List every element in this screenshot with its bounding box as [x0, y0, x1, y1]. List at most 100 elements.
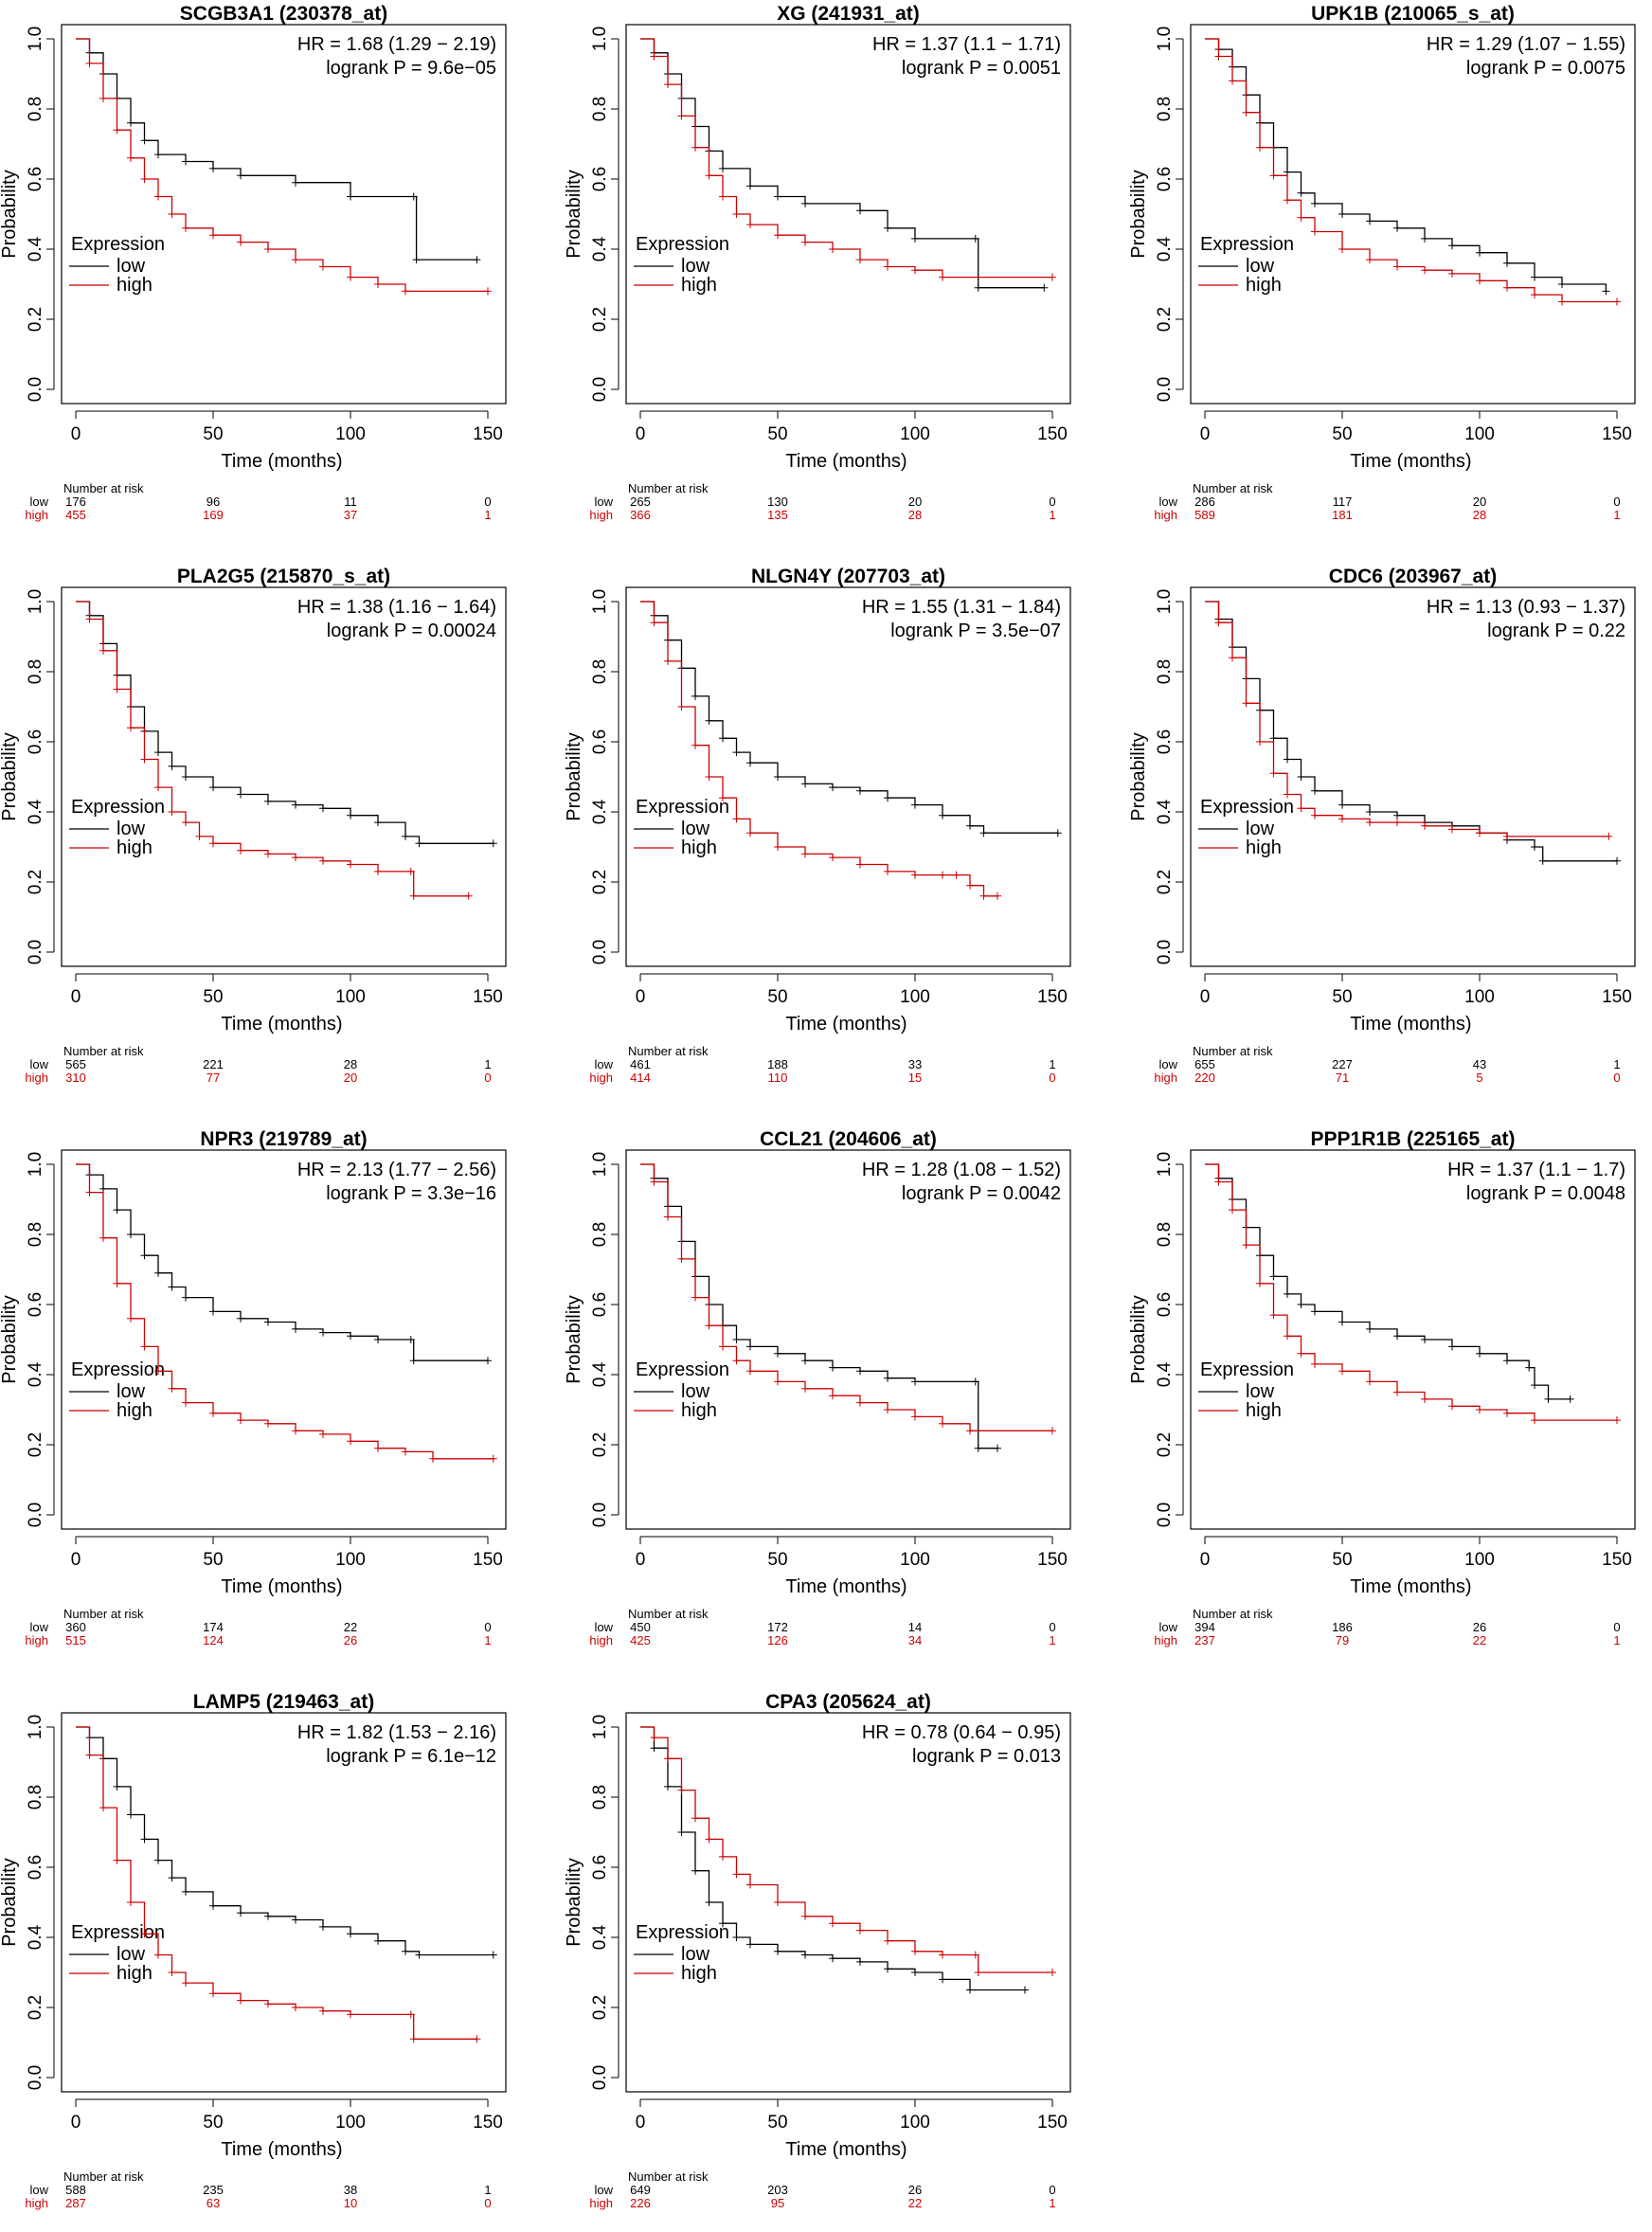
legend-entry: low	[681, 819, 710, 839]
risk-count: 26	[1473, 1620, 1486, 1634]
plot-title: CCL21 (204606_at)	[760, 1128, 937, 1150]
censor-mark	[650, 52, 658, 61]
censor-mark	[746, 182, 754, 190]
series-curve-high	[76, 1163, 494, 1460]
censor-mark	[732, 1336, 741, 1343]
censor-mark	[140, 1251, 149, 1260]
censor-mark	[856, 1398, 864, 1407]
y-tick-label: 1.0	[590, 1152, 610, 1177]
censor-mark	[746, 221, 754, 229]
series-curve-low	[76, 1163, 488, 1361]
plot-frame	[61, 1712, 507, 2093]
risk-table-title: Number at risk	[63, 2169, 144, 2184]
plot-title: SCGB3A1 (230378_at)	[180, 3, 387, 25]
legend-entry: low	[117, 256, 146, 277]
censor-mark	[1256, 1279, 1264, 1287]
km-plot: SCGB3A1 (230378_at) 0 50 100 150 0.0 0.2 0.4 0.6…	[0, 3, 507, 522]
risk-count: 0	[1049, 495, 1055, 509]
censor-mark	[1297, 1301, 1305, 1308]
risk-row-label: low	[29, 2183, 48, 2197]
censor-mark	[979, 829, 988, 837]
censor-mark	[732, 748, 741, 757]
legend-entry: low	[117, 819, 146, 839]
censor-mark	[140, 1342, 149, 1351]
risk-count: 360	[65, 1620, 86, 1634]
risk-count: 588	[65, 2183, 86, 2197]
hazard-ratio-text: HR = 1.82 (1.53 − 2.16)	[297, 1722, 496, 1743]
risk-count: 227	[1332, 1057, 1353, 1071]
censor-mark	[664, 81, 672, 89]
y-tick-label: 0.0	[1155, 377, 1175, 402]
censor-mark	[774, 1899, 781, 1906]
censor-mark	[856, 1957, 864, 1966]
censor-mark	[650, 1178, 658, 1186]
legend-entry: low	[1246, 819, 1275, 839]
censor-mark	[209, 1901, 217, 1910]
x-tick-label: 0	[71, 1550, 81, 1570]
risk-count: 14	[908, 1620, 922, 1634]
censor-mark	[127, 1810, 135, 1819]
y-tick-label: 1.0	[26, 1152, 45, 1177]
risk-count: 414	[630, 1071, 651, 1085]
hazard-ratio-text: HR = 1.28 (1.08 − 1.52)	[862, 1160, 1061, 1180]
x-tick-label: 0	[1200, 424, 1211, 444]
legend-title: Expression	[636, 1359, 729, 1380]
y-tick-label: 0.4	[26, 1361, 45, 1387]
y-tick-label: 0.8	[1155, 659, 1175, 684]
censor-mark	[1476, 248, 1483, 257]
censor-mark	[1338, 245, 1346, 253]
hazard-ratio-text: HR = 0.78 (0.64 − 0.95)	[862, 1722, 1061, 1743]
censor-mark	[1421, 1395, 1428, 1403]
y-tick-label: 0.0	[26, 1503, 45, 1527]
risk-count: 63	[206, 2196, 220, 2210]
y-tick-label: 0.6	[26, 729, 45, 754]
y-tick-label: 0.2	[1155, 870, 1175, 894]
risk-count: 226	[630, 2196, 651, 2210]
censor-mark	[127, 1231, 135, 1238]
risk-count: 0	[1613, 495, 1620, 509]
x-tick-label: 150	[1602, 424, 1632, 444]
risk-count: 1	[1049, 1057, 1055, 1071]
x-axis-label: Time (months)	[1350, 451, 1471, 472]
risk-count: 96	[206, 495, 220, 509]
risk-count: 0	[484, 2196, 491, 2210]
censor-mark	[774, 1377, 781, 1386]
series-curve-high	[1205, 38, 1617, 303]
y-axis-label: Probability	[1128, 732, 1149, 820]
censor-mark	[140, 1835, 149, 1844]
censor-mark	[939, 1951, 946, 1959]
censor-mark	[209, 1989, 217, 1998]
censor-mark	[264, 1912, 272, 1920]
censor-mark	[113, 685, 121, 693]
logrank-p-text: logrank P = 0.0048	[1466, 1183, 1625, 1204]
risk-count: 515	[65, 1633, 86, 1647]
km-plot: CPA3 (205624_at) 0 50 100 150 0.0 0.2 0.4 0.6 0.8…	[564, 1691, 1071, 2210]
x-tick-label: 0	[1200, 987, 1211, 1007]
plot-title: CDC6 (203967_at)	[1329, 566, 1497, 587]
legend-entry: low	[117, 1381, 146, 1402]
censor-mark	[347, 1930, 354, 1938]
censor-mark	[1602, 287, 1610, 296]
censor-mark	[264, 1419, 272, 1428]
x-axis-label: Time (months)	[785, 451, 907, 472]
censor-mark	[347, 192, 354, 201]
censor-mark	[1297, 213, 1305, 222]
y-tick-label: 0.0	[590, 940, 610, 964]
x-tick-label: 150	[473, 2113, 503, 2133]
censor-mark	[347, 860, 354, 869]
censor-mark	[1338, 1367, 1346, 1376]
legend-entry: high	[681, 837, 717, 858]
risk-row-label: low	[1158, 1057, 1177, 1071]
censor-mark	[140, 136, 149, 145]
km-plot: PLA2G5 (215870_s_at) 0 50 100 150 0.0 0.2 0.4 0.…	[0, 566, 507, 1085]
y-tick-label: 0.2	[1155, 307, 1175, 332]
hazard-ratio-text: HR = 2.13 (1.77 − 2.56)	[297, 1160, 496, 1180]
x-axis-label: Time (months)	[785, 1576, 907, 1597]
censor-mark	[939, 273, 946, 281]
censor-mark	[801, 238, 809, 246]
censor-mark	[85, 1751, 94, 1759]
censor-mark	[971, 1377, 979, 1386]
x-tick-label: 50	[1332, 1550, 1352, 1570]
censor-mark	[1531, 1381, 1538, 1390]
series-curve-high	[76, 1726, 477, 2040]
